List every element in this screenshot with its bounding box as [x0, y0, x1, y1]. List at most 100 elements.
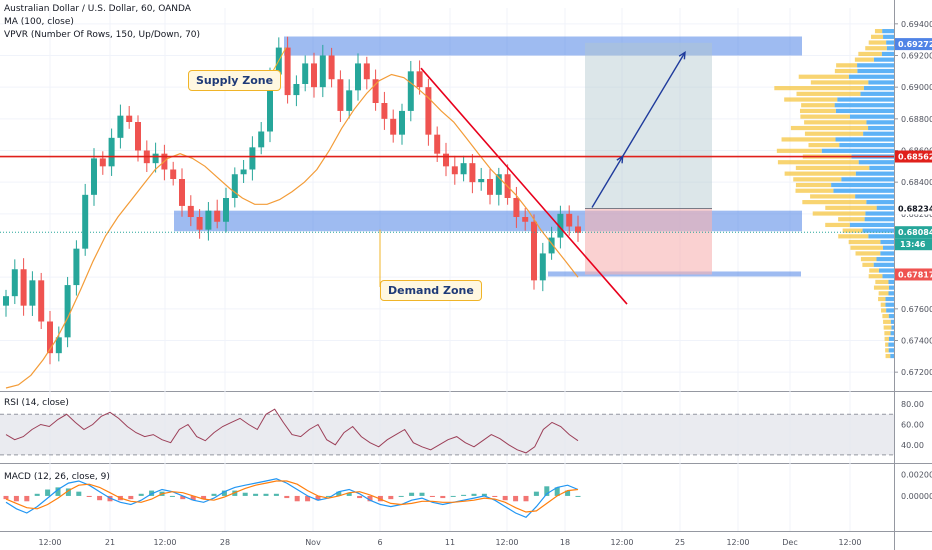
candle-body: [425, 87, 432, 135]
entry-price-tag-bg: [895, 202, 932, 215]
profile-bar-down: [883, 319, 891, 324]
candle-body: [3, 296, 9, 306]
candle-body: [548, 237, 555, 254]
profile-bar-up: [868, 80, 894, 85]
profile-bar-up: [882, 274, 894, 279]
profile-bar-down: [838, 217, 865, 222]
profile-bar-down: [796, 91, 861, 96]
profile-bar-down: [812, 211, 866, 216]
rsi-tick-label: 40.00: [901, 441, 924, 450]
candle-body: [531, 221, 537, 281]
candle-body: [451, 166, 458, 175]
candle-body: [179, 179, 185, 206]
candle-body: [390, 118, 397, 135]
candle-body: [539, 253, 546, 281]
candle-body: [152, 153, 159, 164]
profile-bar-down: [836, 63, 858, 68]
profile-bar-up: [876, 205, 894, 210]
last-price-tag: 0.68084: [898, 228, 932, 237]
time-tick-label: 25: [675, 538, 685, 547]
profile-bar-up: [833, 188, 894, 193]
profile-bar-up: [883, 34, 894, 39]
macd-histogram-bar: [3, 495, 9, 500]
candle-body: [205, 210, 212, 230]
macd-histogram-bar: [305, 495, 311, 502]
macd-histogram-bar: [138, 493, 144, 496]
macd-histogram-bar: [284, 495, 290, 499]
candle-body: [64, 285, 71, 338]
macd-histogram-bar: [429, 495, 435, 497]
macd-histogram-bar: [533, 491, 539, 496]
macd-panel: [3, 478, 581, 519]
candles-layer: [3, 36, 581, 365]
macd-histogram-bar: [409, 492, 415, 496]
profile-bar-down: [885, 353, 891, 359]
profile-bar-down: [862, 262, 874, 267]
profile-bar-down: [795, 165, 870, 171]
profile-bar-down: [825, 205, 877, 210]
profile-bar-up: [849, 222, 894, 228]
candle-body: [487, 179, 493, 195]
macd-tick-label: 0.00000: [901, 492, 932, 501]
supply-zone-callout[interactable]: Supply Zone: [188, 70, 282, 91]
profile-bar-up: [831, 182, 894, 188]
candle-body: [495, 174, 502, 195]
macd-histogram-bar: [398, 495, 404, 497]
candle-body: [416, 71, 423, 88]
candle-body: [478, 179, 485, 183]
candle-body: [319, 55, 326, 88]
candle-body: [249, 147, 256, 170]
profile-bar-down: [834, 68, 858, 74]
macd-histogram-bar: [565, 490, 571, 496]
candle-body: [240, 169, 247, 175]
profile-bar-up: [841, 177, 894, 182]
upper-zone-price-tag-bg: [895, 38, 932, 51]
rsi-band: [0, 414, 894, 455]
profile-bar-down: [800, 114, 850, 119]
profile-bar-down: [776, 148, 822, 153]
profile-bar-down: [810, 80, 869, 85]
candle-body: [99, 158, 106, 167]
profile-bar-up: [885, 302, 894, 307]
ma100-line: [5, 73, 579, 389]
macd-histogram-bar: [273, 493, 279, 496]
profile-bar-up: [890, 319, 894, 324]
profile-bar-up: [890, 331, 894, 336]
price-axis[interactable]: 0.694000.692000.690000.688000.686000.684…: [894, 20, 932, 501]
ma-indicator-label[interactable]: MA (100, close): [4, 17, 74, 27]
macd-histogram-bar: [201, 495, 207, 500]
profile-bar-up: [888, 342, 894, 347]
macd-histogram-bar: [481, 493, 487, 496]
macd-histogram-bar: [45, 489, 51, 496]
candle-body: [82, 194, 89, 249]
profile-bar-down: [878, 296, 886, 302]
price-tick-label: 0.69200: [901, 52, 932, 61]
demand-zone-callout[interactable]: Demand Zone: [380, 280, 482, 301]
macd-histogram-bar: [65, 488, 71, 496]
candle-body: [346, 90, 353, 111]
macd-histogram-bar: [97, 495, 103, 501]
macd-histogram-bar: [253, 493, 259, 496]
countdown-tag: 13:46: [900, 240, 926, 249]
profile-bar-up: [862, 228, 894, 233]
macd-histogram-bar: [128, 495, 134, 500]
profile-bar-down: [790, 125, 869, 131]
profile-bar-down: [795, 182, 832, 188]
time-tick-label: 12:00: [38, 538, 61, 547]
candle-body: [126, 115, 133, 122]
profile-bar-down: [842, 228, 863, 233]
rsi-panel: [0, 408, 894, 456]
profile-bar-down: [868, 40, 887, 45]
candle-body: [311, 63, 317, 88]
resistance-price-tag: 0.68562: [898, 153, 932, 162]
time-axis[interactable]: 12:00 21 12:00 28 Nov 6 11 12:00 18 12:00 25 12:00 D…: [38, 538, 861, 547]
candle-body: [91, 158, 97, 195]
profile-bar-down: [873, 285, 889, 290]
macd-indicator-label[interactable]: MACD (12, 26, close, 9): [4, 472, 110, 482]
candle-body: [355, 63, 361, 91]
vpvr-indicator-label[interactable]: VPVR (Number Of Rows, 150, Up/Down, 70): [4, 30, 201, 40]
rsi-indicator-label[interactable]: RSI (14, close): [4, 398, 69, 408]
stop-price-tag: 0.67817: [898, 270, 932, 279]
candle-body: [407, 71, 414, 111]
macd-histogram-bar: [55, 487, 61, 496]
